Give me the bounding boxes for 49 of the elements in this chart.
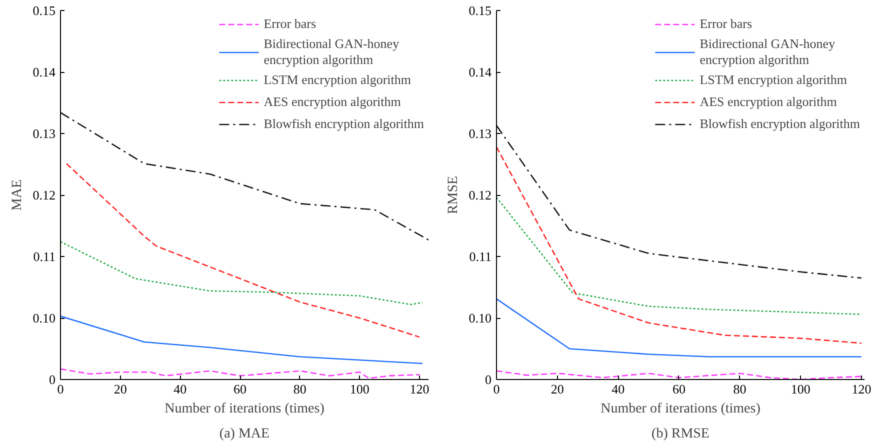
y-axis-title: RMSE <box>446 176 461 214</box>
legend-label: Bidirectional GAN-honey encryption algorithm <box>264 36 400 68</box>
x-tick-label: 80 <box>733 382 746 396</box>
y-tick-label: 0 <box>49 372 56 387</box>
legend-label: LSTM encryption algorithm <box>700 72 847 88</box>
y-tick-label: 0.12 <box>32 188 56 202</box>
legend-label: AES encryption algorithm <box>264 94 401 110</box>
legend-label: AES encryption algorithm <box>700 94 837 110</box>
y-tick-label: 0 <box>485 372 492 387</box>
text: (b) RMSE <box>652 426 710 442</box>
x-tick-label: 40 <box>174 382 187 396</box>
text: (a) MAE <box>219 426 270 442</box>
x-tick-label: 120 <box>852 382 872 396</box>
legend-label: Blowfish encryption algorithm <box>700 116 860 132</box>
x-tick-label: 100 <box>350 382 370 396</box>
x-tick-label: 120 <box>410 382 430 396</box>
legend-label: Bidirectional GAN-honey encryption algorithm <box>700 36 836 68</box>
x-axis-title: Number of iterations (times) <box>600 402 761 416</box>
x-tick-label: 60 <box>234 382 247 396</box>
legend-label: Blowfish encryption algorithm <box>264 116 424 132</box>
legend-label: Error bars <box>264 16 316 32</box>
line-series <box>60 241 424 306</box>
line-series <box>60 316 424 364</box>
x-tick-label: 40 <box>612 382 625 396</box>
y-axis-title: MAE <box>10 179 25 211</box>
line-series <box>66 162 420 338</box>
line-series <box>496 196 862 315</box>
y-tick-label: 0.14 <box>468 64 492 80</box>
legend-label: Error bars <box>700 16 752 32</box>
line-series <box>60 112 428 241</box>
y-tick-label: 0.13 <box>32 126 56 141</box>
x-tick-label: 20 <box>550 382 564 396</box>
text: 0.10 <box>468 310 492 326</box>
y-tick-label: 0.11 <box>33 249 56 264</box>
line-series <box>496 146 862 344</box>
y-tick-label: 0.13 <box>468 126 492 141</box>
x-tick-label: 20 <box>114 382 127 396</box>
y-tick-label: 0.15 <box>468 3 492 18</box>
line-series <box>496 298 862 358</box>
legend-label: LSTM encryption algorithm <box>264 72 411 88</box>
x-axis-title: Number of iterations (times) <box>164 402 325 416</box>
y-tick-label: 0.15 <box>32 3 56 18</box>
x-tick-label: 60 <box>672 382 686 396</box>
y-tick-label: 0.12 <box>468 188 492 202</box>
y-tick-label: 0.11 <box>469 249 492 264</box>
y-tick-label: 0.14 <box>32 64 56 80</box>
text: 0.10 <box>32 310 56 326</box>
x-tick-label: 80 <box>293 382 306 396</box>
x-tick-label: 100 <box>790 382 810 396</box>
